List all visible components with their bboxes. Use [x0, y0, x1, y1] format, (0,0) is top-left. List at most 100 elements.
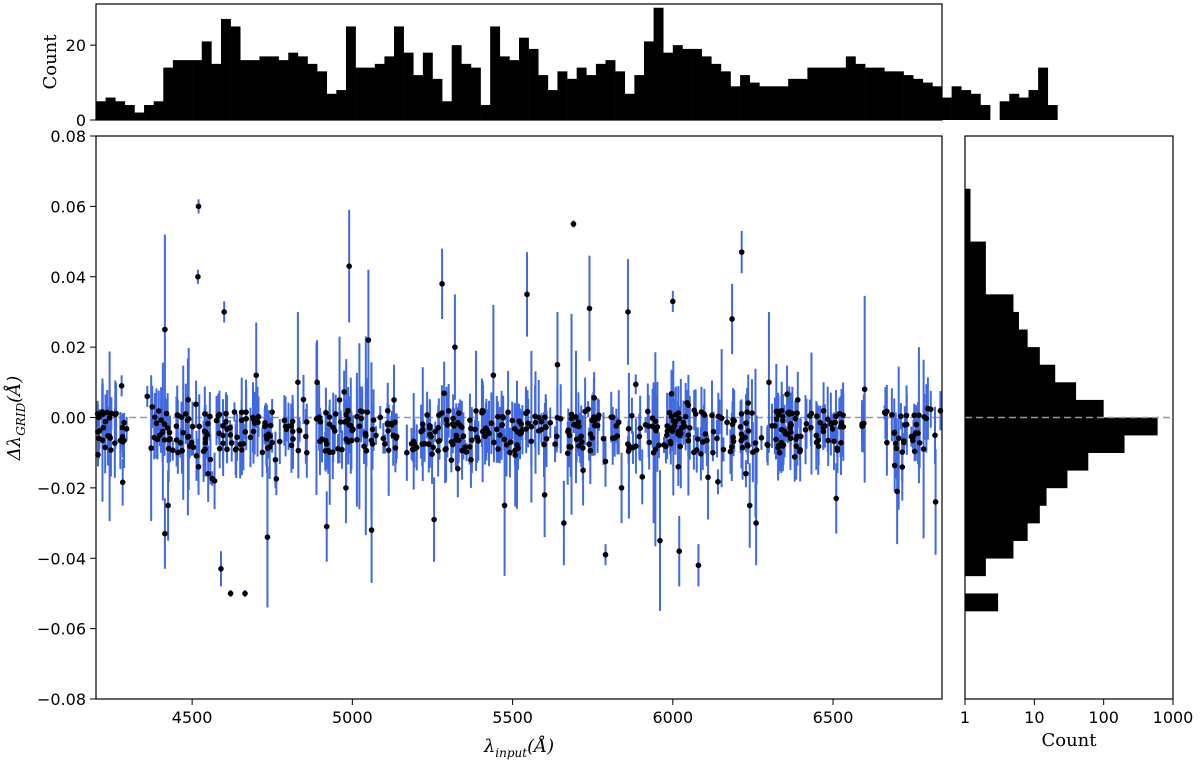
top-histogram-bar: [595, 63, 606, 120]
data-point: [220, 440, 226, 447]
data-point: [629, 412, 635, 419]
data-point: [121, 419, 127, 426]
data-point: [326, 414, 333, 420]
top-histogram-bar: [442, 101, 453, 120]
data-point: [568, 411, 575, 418]
data-point: [430, 444, 436, 451]
data-point: [377, 414, 384, 421]
data-point: [916, 412, 922, 418]
data-point: [780, 443, 786, 449]
scatter-xlabel: λinput(Å): [483, 735, 554, 760]
data-point: [838, 439, 844, 446]
top-histogram-bar: [557, 71, 568, 120]
data-point: [202, 439, 209, 446]
data-point: [613, 423, 620, 429]
data-point: [227, 590, 234, 597]
data-point: [633, 443, 639, 449]
scatter-xtick-label: 5000: [332, 708, 373, 727]
data-point: [460, 433, 467, 440]
data-point: [276, 438, 283, 445]
data-point: [626, 442, 632, 449]
data-point: [541, 441, 547, 448]
scatter-ytick-label: 0.02: [50, 338, 86, 357]
data-point: [695, 562, 702, 569]
data-point: [349, 427, 356, 434]
top-histogram-bar: [807, 67, 818, 120]
scatter-panel: −0.08 −0.06 −0.04 −0.02 0.00 0.02 0.04 0.06 0.08…: [3, 127, 944, 760]
data-point: [300, 396, 307, 403]
data-point: [749, 410, 755, 416]
top-histogram-bar: [711, 63, 722, 120]
data-point: [739, 444, 746, 451]
data-point: [385, 447, 392, 453]
data-point: [369, 441, 376, 447]
data-point: [509, 417, 515, 424]
data-point: [668, 390, 675, 397]
top-histogram-bar: [345, 26, 356, 120]
top-histogram-bar: [307, 63, 318, 120]
data-point: [427, 431, 433, 438]
data-point: [773, 416, 780, 423]
data-point: [580, 467, 586, 474]
data-point: [296, 427, 303, 434]
data-point: [727, 448, 734, 455]
data-point: [637, 425, 643, 432]
top-histogram-bar: [220, 18, 231, 120]
data-point: [479, 409, 485, 416]
data-point: [859, 423, 866, 429]
top-histogram-bar: [499, 56, 510, 120]
data-point: [442, 446, 448, 453]
data-point: [501, 436, 508, 443]
data-point: [669, 428, 676, 434]
data-point: [490, 372, 497, 379]
data-point: [205, 471, 211, 477]
data-point: [791, 454, 798, 460]
top-histogram-bar: [201, 41, 212, 120]
top-histogram-bar: [845, 56, 856, 120]
top-histogram-bar: [144, 105, 154, 120]
data-point: [833, 495, 840, 502]
data-point: [554, 361, 561, 368]
data-point: [237, 441, 243, 448]
top-histogram-yticks: 0 20: [66, 36, 96, 130]
data-point: [666, 409, 673, 416]
data-point: [108, 447, 114, 453]
data-point: [813, 439, 820, 446]
data-point: [728, 444, 735, 450]
data-point: [413, 444, 420, 451]
data-point: [358, 415, 365, 422]
data-point: [463, 449, 470, 455]
data-point: [793, 443, 800, 449]
data-point: [273, 476, 280, 482]
data-point: [532, 419, 539, 426]
right-histogram-bar: [965, 452, 1089, 471]
top-histogram-bar: [172, 60, 183, 120]
data-point: [281, 417, 288, 424]
data-point: [356, 423, 363, 430]
data-point: [554, 414, 561, 421]
data-point: [251, 420, 258, 426]
data-point: [389, 422, 395, 428]
data-point: [443, 416, 450, 423]
data-point: [744, 409, 750, 415]
data-point: [776, 449, 783, 456]
data-point: [720, 446, 727, 453]
data-point: [663, 443, 669, 450]
data-point: [211, 478, 218, 484]
top-histogram-ytick-label: 20: [66, 36, 86, 55]
right-histogram: 1 10 100 1000 Count: [960, 135, 1193, 751]
data-point: [552, 441, 558, 447]
data-point: [730, 438, 737, 445]
data-point: [207, 456, 214, 463]
data-point: [242, 590, 248, 597]
top-histogram-bar: [913, 78, 924, 120]
data-point: [267, 422, 274, 429]
data-point: [341, 389, 347, 395]
data-point: [808, 424, 814, 431]
data-point: [820, 424, 827, 431]
data-point: [608, 414, 615, 420]
right-histogram-bar: [965, 435, 1125, 453]
data-point: [730, 416, 736, 423]
data-point: [472, 426, 478, 433]
data-point: [750, 449, 756, 456]
